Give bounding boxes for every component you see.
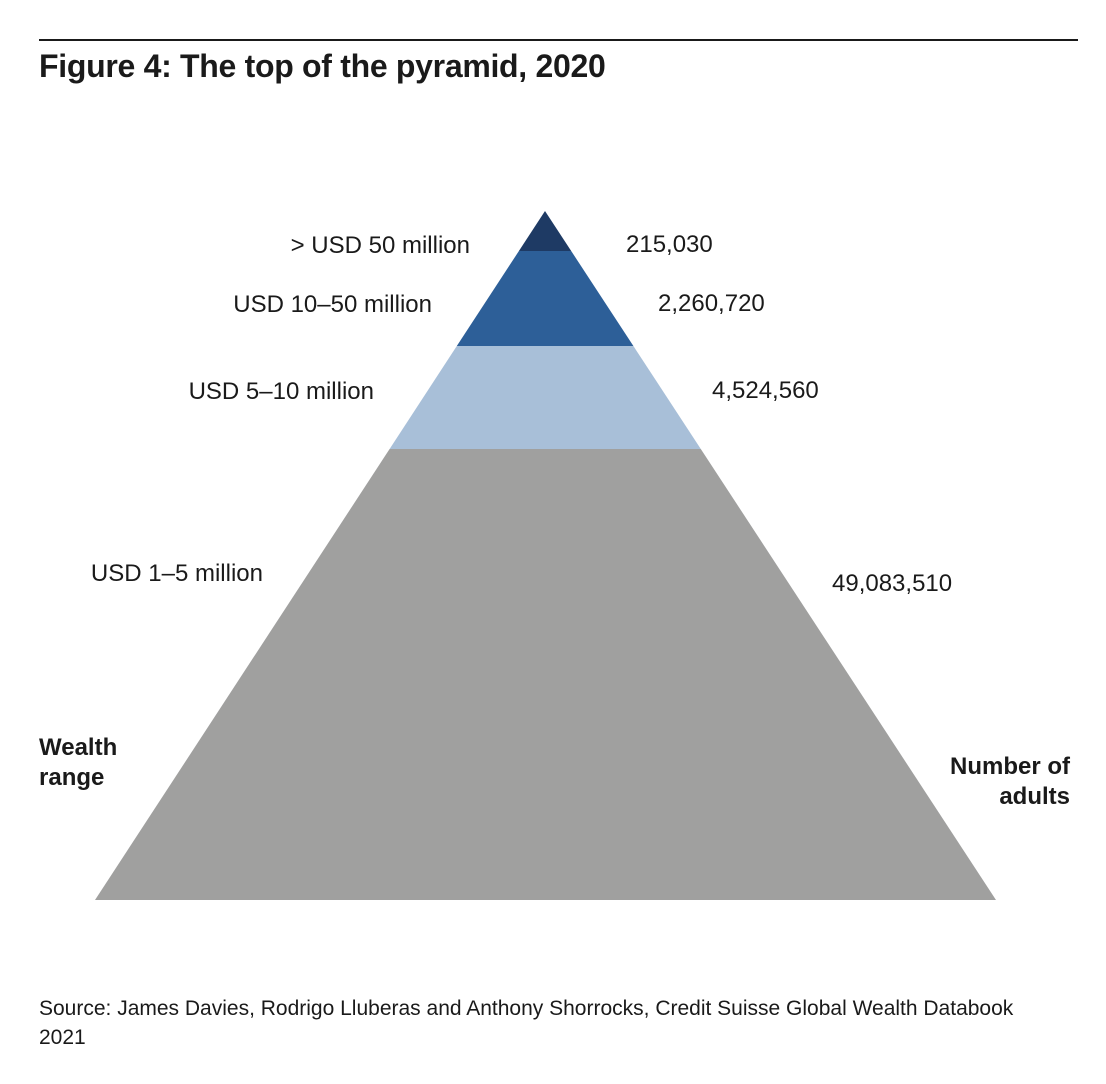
- pyramid-tier-1-5-million: [95, 449, 996, 900]
- number-of-adults-caption-line-1: Number of: [950, 753, 1071, 780]
- wealth-range-caption-line-1: Wealth: [39, 734, 117, 761]
- tier-label-1-5-million: USD 1–5 million: [91, 560, 263, 587]
- source-note: Source: James Davies, Rodrigo Lluberas a…: [39, 997, 1014, 1049]
- adults-count-1-5-million: 49,083,510: [832, 570, 952, 597]
- adults-count-5-10-million: 4,524,560: [712, 377, 819, 404]
- pyramid-tier-5-10-million: [389, 346, 701, 449]
- tier-label-10-50-million: USD 10–50 million: [233, 291, 432, 318]
- adults-count-over-50-million: 215,030: [626, 231, 713, 258]
- number-of-adults-caption-line-2: adults: [999, 783, 1070, 810]
- pyramid-tier-over-50-million: [518, 211, 572, 251]
- adults-count-10-50-million: 2,260,720: [658, 290, 765, 317]
- title-rule: [39, 39, 1078, 41]
- tier-label-over-50-million: > USD 50 million: [291, 232, 470, 259]
- tier-label-5-10-million: USD 5–10 million: [189, 378, 374, 405]
- wealth-range-caption-line-2: range: [39, 764, 104, 791]
- figure-title: Figure 4: The top of the pyramid, 2020: [39, 48, 606, 84]
- pyramid-tier-10-50-million: [456, 251, 634, 346]
